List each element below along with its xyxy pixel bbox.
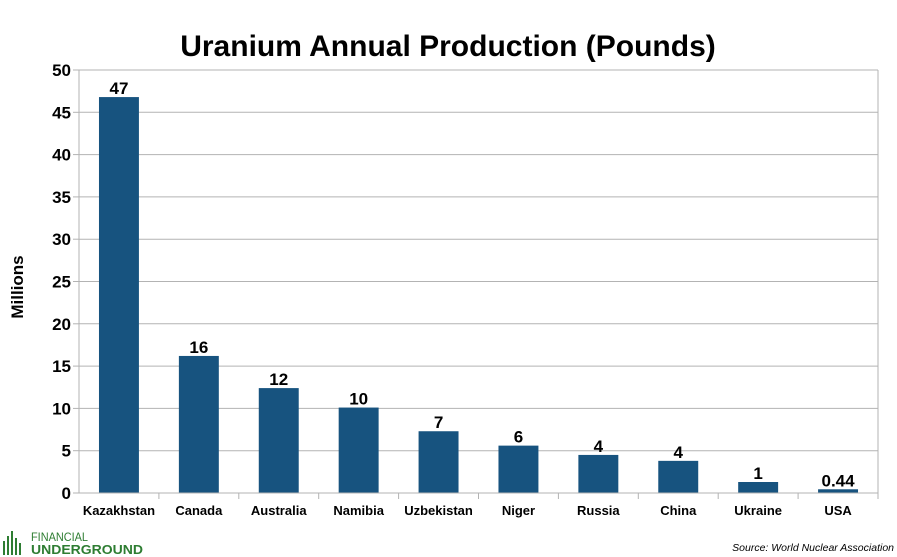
bar-namibia [338, 407, 379, 493]
y-axis-ticks: 0 5 10 15 20 25 30 35 40 45 50 [52, 61, 71, 503]
y-tick-label: 25 [52, 273, 71, 292]
y-tick-label: 30 [52, 230, 71, 249]
logo-line1: FINANCIAL [31, 530, 88, 544]
x-tick-label-china: China [660, 503, 697, 518]
x-tick-label-canada: Canada [175, 503, 223, 518]
bar-ukraine [738, 482, 779, 493]
data-label-russia: 4 [594, 437, 604, 456]
data-label-usa: 0.44 [822, 471, 856, 490]
data-label-kazakhstan: 47 [109, 79, 128, 98]
bar-china [658, 460, 699, 493]
data-label-china: 4 [674, 443, 684, 462]
bar-usa [818, 489, 859, 493]
y-axis-label: Millions [8, 255, 27, 318]
y-tick-label: 35 [52, 188, 71, 207]
x-tick-label-australia: Australia [251, 503, 307, 518]
data-label-niger: 6 [514, 428, 523, 447]
logo-building-icon [3, 531, 21, 555]
y-tick-label: 45 [52, 103, 71, 122]
data-label-namibia: 10 [349, 390, 368, 409]
x-tick-label-niger: Niger [502, 503, 535, 518]
source-note: Source: World Nuclear Association [732, 542, 894, 554]
data-label-canada: 16 [189, 338, 208, 357]
logo-line2: UNDERGROUND [31, 542, 143, 557]
x-tick-label-russia: Russia [577, 503, 620, 518]
y-tick-label: 50 [52, 61, 71, 80]
y-tick-label: 20 [52, 315, 71, 334]
data-label-uzbekistan: 7 [434, 413, 443, 432]
y-tick-label: 15 [52, 357, 71, 376]
bar-australia [258, 388, 299, 493]
x-axis-ticks: Kazakhstan Canada Australia Namibia Uzbekist… [83, 503, 853, 518]
y-tick-label: 10 [52, 399, 71, 418]
bar-niger [498, 445, 539, 493]
data-labels: 47 16 12 10 7 6 4 4 1 0.44 [109, 79, 855, 490]
bar-canada [178, 355, 219, 493]
x-tick-label-namibia: Namibia [333, 503, 384, 518]
y-tick-label: 0 [62, 484, 71, 503]
financial-underground-logo: FINANCIAL UNDERGROUND [3, 530, 143, 557]
bar-uzbekistan [418, 431, 459, 493]
x-tick-label-usa: USA [824, 503, 852, 518]
bar-kazakhstan [98, 97, 139, 494]
chart-title: Uranium Annual Production (Pounds) [180, 30, 716, 63]
bars [79, 97, 878, 494]
y-tick-label: 5 [62, 442, 71, 461]
data-label-australia: 12 [269, 370, 288, 389]
data-label-ukraine: 1 [753, 464, 762, 483]
bar-russia [578, 454, 619, 493]
y-tick-label: 40 [52, 146, 71, 165]
x-tick-label-kazakhstan: Kazakhstan [83, 503, 155, 518]
x-tick-label-uzbekistan: Uzbekistan [404, 503, 473, 518]
x-tick-label-ukraine: Ukraine [734, 503, 782, 518]
